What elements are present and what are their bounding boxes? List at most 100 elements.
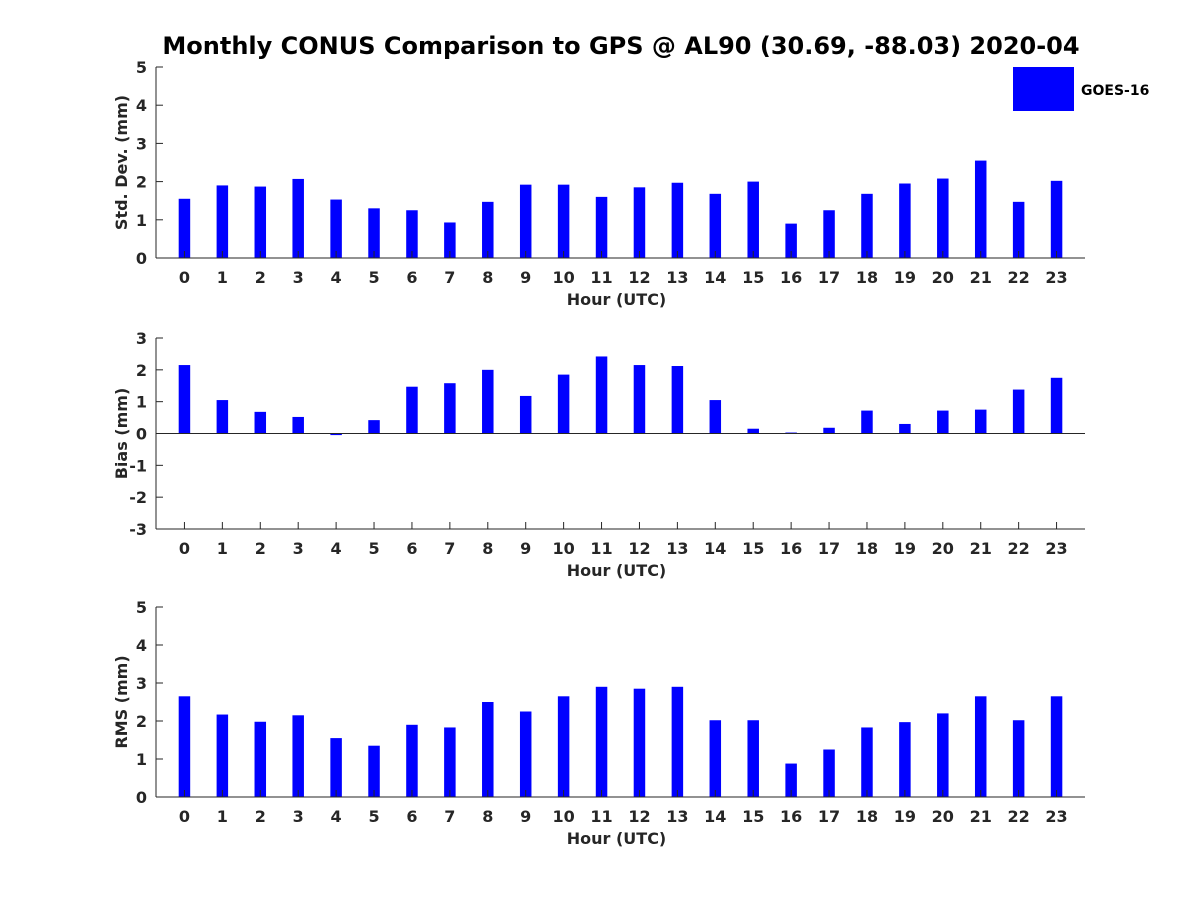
- stddev-xtick-label: 18: [856, 268, 878, 287]
- stddev-bar-20: [937, 178, 949, 258]
- bias-xtick-label: 3: [293, 539, 304, 558]
- bias-xtick-label: 22: [1008, 539, 1030, 558]
- bias-bar-14: [709, 400, 722, 434]
- bias-xtick-label: 7: [444, 539, 455, 558]
- rms-ylabel: RMS (mm): [112, 655, 131, 748]
- rms-xtick-label: 8: [482, 807, 493, 826]
- bias-ytick-label: -2: [129, 488, 147, 507]
- legend: GOES-16: [1013, 67, 1149, 111]
- bias-xtick-label: 21: [970, 539, 992, 558]
- chart-title: Monthly CONUS Comparison to GPS @ AL90 (…: [162, 32, 1079, 60]
- stddev-xtick-label: 0: [179, 268, 190, 287]
- stddev-xtick-label: 5: [368, 268, 379, 287]
- stddev-xtick-label: 8: [482, 268, 493, 287]
- bias-bar-4: [330, 433, 342, 436]
- stddev-bar-11: [595, 196, 608, 258]
- bias-xtick-label: 15: [742, 539, 764, 558]
- rms-xtick-label: 16: [780, 807, 802, 826]
- bias-bar-9: [519, 395, 532, 434]
- stddev-xtick-label: 11: [590, 268, 612, 287]
- rms-xtick-label: 19: [894, 807, 916, 826]
- stddev-bar-13: [671, 182, 684, 258]
- bias-xtick-label: 17: [818, 539, 840, 558]
- rms-xtick-label: 13: [666, 807, 688, 826]
- bias-xtick-label: 6: [406, 539, 417, 558]
- stddev-xtick-label: 23: [1045, 268, 1067, 287]
- rms-xtick-label: 18: [856, 807, 878, 826]
- rms-bar-6: [406, 724, 418, 797]
- rms-bar-14: [709, 720, 722, 797]
- stddev-xtick-label: 13: [666, 268, 688, 287]
- rms-xtick-label: 7: [444, 807, 455, 826]
- bias-xtick-label: 16: [780, 539, 802, 558]
- legend-swatch: [1013, 67, 1074, 111]
- rms-xtick-label: 5: [368, 807, 379, 826]
- bias-ytick-label: 1: [136, 393, 147, 412]
- legend-label: GOES-16: [1081, 83, 1149, 99]
- rms-ytick-label: 5: [136, 598, 147, 617]
- bias-xtick-label: 8: [482, 539, 493, 558]
- rms-xtick-label: 2: [255, 807, 266, 826]
- rms-xtick-label: 9: [520, 807, 531, 826]
- stddev-ytick-label: 2: [136, 173, 147, 192]
- stddev-xtick-label: 7: [444, 268, 455, 287]
- bias-xtick-label: 5: [368, 539, 379, 558]
- stddev-ytick-label: 3: [136, 134, 147, 153]
- stddev-bar-9: [519, 184, 532, 258]
- bias-xlabel: Hour (UTC): [567, 561, 667, 580]
- stddev-ytick-label: 5: [136, 58, 147, 77]
- bias-bar-10: [557, 374, 570, 434]
- rms-bar-5: [368, 745, 380, 797]
- stddev-xtick-label: 19: [894, 268, 916, 287]
- rms-bar-13: [671, 686, 684, 797]
- stddev-xtick-label: 9: [520, 268, 531, 287]
- rms-bar-20: [937, 713, 949, 797]
- bias-bar-21: [974, 409, 987, 434]
- stddev-xtick-label: 22: [1008, 268, 1030, 287]
- rms-xtick-label: 20: [932, 807, 954, 826]
- stddev-bar-23: [1050, 180, 1063, 258]
- bias-ytick-label: 3: [136, 329, 147, 348]
- bias-xtick-label: 12: [628, 539, 650, 558]
- rms-xtick-label: 23: [1045, 807, 1067, 826]
- rms-xtick-label: 17: [818, 807, 840, 826]
- stddev-xtick-label: 17: [818, 268, 840, 287]
- stddev-bar-21: [974, 160, 987, 258]
- rms-xtick-label: 0: [179, 807, 190, 826]
- rms-bar-9: [519, 711, 532, 797]
- bias-xtick-label: 14: [704, 539, 726, 558]
- stddev-xtick-label: 20: [932, 268, 954, 287]
- rms-xlabel: Hour (UTC): [567, 829, 667, 848]
- bias-bar-23: [1050, 377, 1063, 434]
- rms-bar-7: [444, 727, 456, 797]
- stddev-bar-12: [633, 187, 646, 258]
- bias-bar-7: [444, 383, 456, 434]
- stddev-xtick-label: 4: [331, 268, 342, 287]
- bias-xtick-label: 11: [590, 539, 612, 558]
- rms-bar-10: [557, 696, 570, 797]
- stddev-bar-22: [1012, 201, 1025, 258]
- rms-bar-2: [254, 721, 267, 797]
- rms-xtick-label: 14: [704, 807, 726, 826]
- bias-xtick-label: 18: [856, 539, 878, 558]
- rms-bar-15: [747, 720, 759, 797]
- rms-xtick-label: 6: [406, 807, 417, 826]
- bias-bar-6: [406, 386, 418, 434]
- rms-bar-17: [823, 749, 835, 797]
- stddev-bar-0: [178, 198, 191, 258]
- bias-ylabel: Bias (mm): [112, 388, 131, 480]
- rms-xtick-label: 3: [293, 807, 304, 826]
- stddev-ytick-label: 4: [136, 96, 147, 115]
- rms-bar-0: [178, 696, 191, 797]
- stddev-ylabel: Std. Dev. (mm): [112, 95, 131, 230]
- rms-bar-18: [861, 727, 873, 797]
- stddev-bar-10: [557, 184, 570, 258]
- stddev-bar-4: [330, 199, 342, 258]
- bias-bar-22: [1012, 389, 1025, 434]
- stddev-bar-5: [368, 208, 380, 258]
- bias-bar-15: [747, 428, 759, 434]
- bias-xtick-label: 2: [255, 539, 266, 558]
